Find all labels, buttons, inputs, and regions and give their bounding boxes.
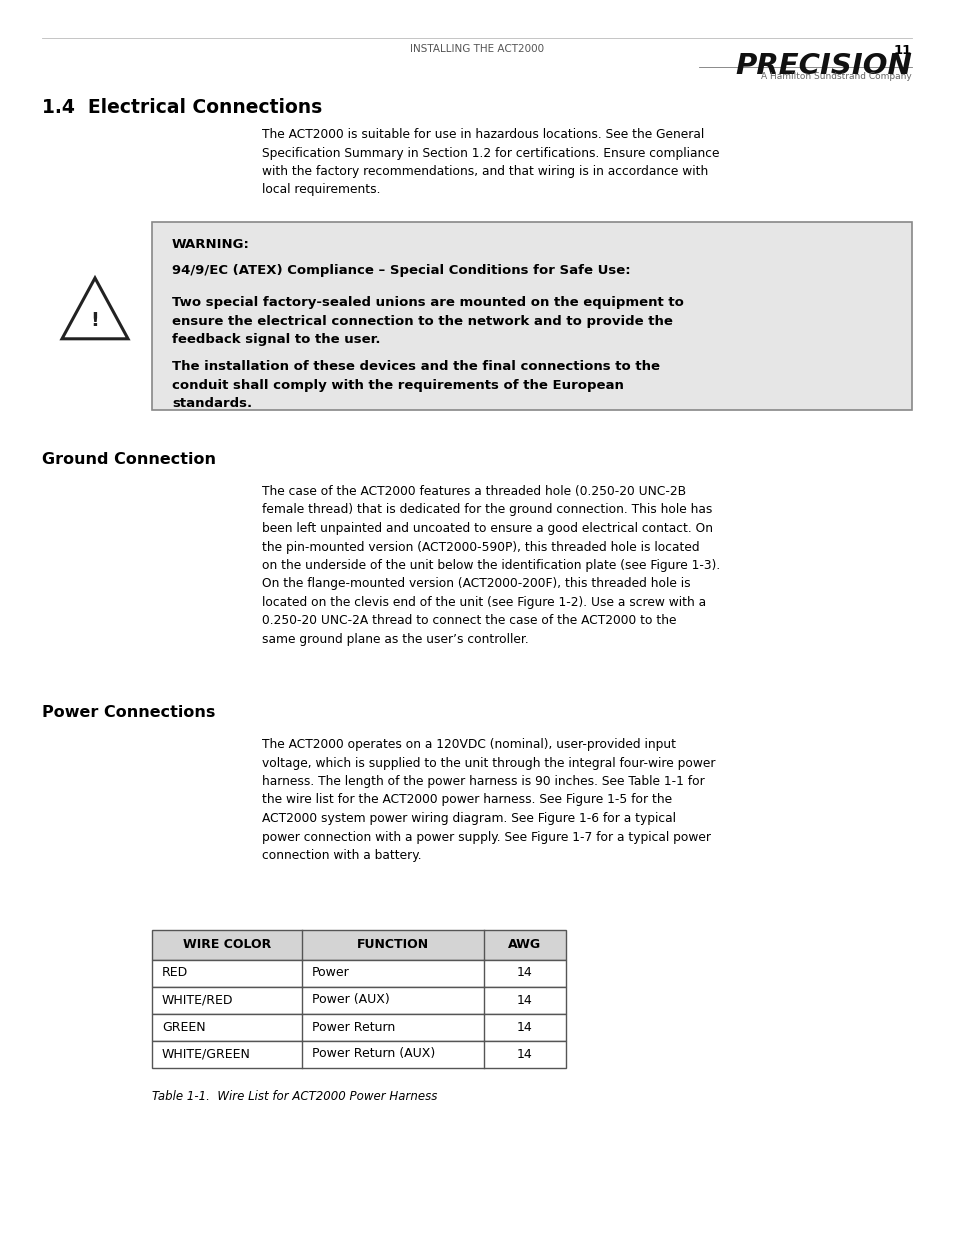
- Text: Power Connections: Power Connections: [42, 705, 215, 720]
- Text: GREEN: GREEN: [162, 1020, 206, 1034]
- Text: !: !: [91, 310, 99, 330]
- Text: Power Return (AUX): Power Return (AUX): [312, 1047, 435, 1061]
- Text: Power (AUX): Power (AUX): [312, 993, 390, 1007]
- Text: A Hamilton Sundstrand Company: A Hamilton Sundstrand Company: [760, 72, 911, 82]
- Text: WHITE/GREEN: WHITE/GREEN: [162, 1047, 251, 1061]
- Text: The installation of these devices and the final connections to the
conduit shall: The installation of these devices and th…: [172, 359, 659, 410]
- Text: 14: 14: [517, 993, 533, 1007]
- Text: Two special factory-sealed unions are mounted on the equipment to
ensure the ele: Two special factory-sealed unions are mo…: [172, 296, 683, 346]
- Text: 11: 11: [893, 44, 911, 57]
- Text: 14: 14: [517, 967, 533, 979]
- Text: INSTALLING THE ACT2000: INSTALLING THE ACT2000: [410, 44, 543, 54]
- Bar: [152, 222, 911, 410]
- Text: 1.4  Electrical Connections: 1.4 Electrical Connections: [42, 98, 322, 117]
- Text: Ground Connection: Ground Connection: [42, 452, 215, 467]
- Text: WIRE COLOR: WIRE COLOR: [183, 939, 271, 951]
- Text: 14: 14: [517, 1020, 533, 1034]
- Text: Table 1-1.  Wire List for ACT2000 Power Harness: Table 1-1. Wire List for ACT2000 Power H…: [152, 1089, 436, 1103]
- Text: WHITE/RED: WHITE/RED: [162, 993, 233, 1007]
- Text: WARNING:: WARNING:: [172, 238, 250, 251]
- Bar: [152, 987, 565, 1014]
- Bar: [152, 960, 565, 987]
- Text: The ACT2000 operates on a 120VDC (nominal), user-provided input
voltage, which i: The ACT2000 operates on a 120VDC (nomina…: [262, 739, 715, 862]
- Text: Power: Power: [312, 967, 350, 979]
- Text: 94/9/EC (ATEX) Compliance – Special Conditions for Safe Use:: 94/9/EC (ATEX) Compliance – Special Cond…: [172, 264, 630, 277]
- Text: The ACT2000 is suitable for use in hazardous locations. See the General
Specific: The ACT2000 is suitable for use in hazar…: [262, 128, 719, 196]
- Text: Power Return: Power Return: [312, 1020, 395, 1034]
- Text: The case of the ACT2000 features a threaded hole (0.250-20 UNC-2B
female thread): The case of the ACT2000 features a threa…: [262, 485, 720, 646]
- Text: AWG: AWG: [508, 939, 541, 951]
- Text: FUNCTION: FUNCTION: [356, 939, 429, 951]
- Text: RED: RED: [162, 967, 188, 979]
- Bar: [152, 1014, 565, 1041]
- Bar: [152, 1041, 565, 1067]
- Text: PRECISION: PRECISION: [735, 52, 911, 80]
- Bar: [152, 930, 565, 960]
- Text: 14: 14: [517, 1047, 533, 1061]
